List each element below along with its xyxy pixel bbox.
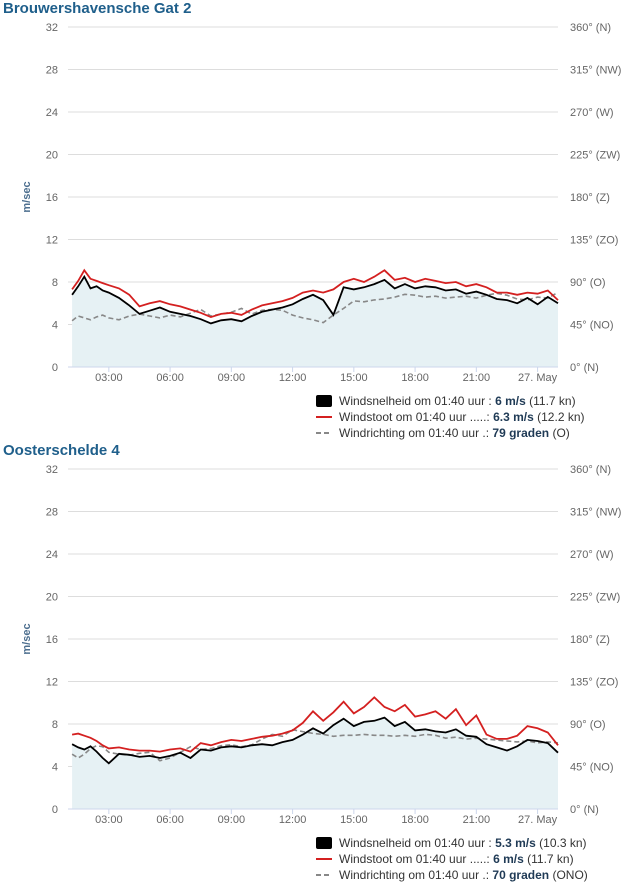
y-tick-label: 32 [46, 464, 58, 476]
x-tick-label: 15:00 [340, 372, 368, 384]
legend-value: 79 graden [492, 426, 550, 440]
x-tick-label: 18:00 [401, 814, 429, 826]
y2-tick-label: 0° (N) [570, 804, 599, 816]
legend-value: 6.3 m/s [493, 410, 534, 424]
chart-brouwershavensche-gat-2: Brouwershavensche Gat 2 0 0° (N) 4 45° (NO)… [0, 0, 636, 442]
y2-tick-label: 225° (ZW) [570, 150, 620, 162]
y2-tick-label: 225° (ZW) [570, 592, 620, 604]
y-tick-label: 28 [46, 65, 58, 77]
x-tick-label: 06:00 [156, 814, 184, 826]
y2-tick-label: 360° (N) [570, 464, 611, 476]
y-tick-label: 4 [52, 320, 58, 332]
x-tick-label: 27. May [518, 814, 558, 826]
legend-swatch-area-icon [316, 837, 332, 849]
y-tick-label: 20 [46, 592, 58, 604]
y2-tick-label: 270° (W) [570, 107, 614, 119]
y-tick-label: 0 [52, 362, 58, 374]
legend-label: Windstoot om 01:40 uur .....: [339, 852, 490, 866]
y2-tick-label: 90° (O) [570, 277, 606, 289]
x-tick-label: 12:00 [279, 814, 307, 826]
x-tick-label: 06:00 [156, 372, 184, 384]
legend-swatch-dashed-icon [316, 874, 332, 876]
x-tick-label: 09:00 [218, 372, 246, 384]
series-line-windsnelheid [71, 274, 559, 325]
legend-label: Windsnelheid om 01:40 uur : [339, 836, 492, 850]
x-tick-label: 21:00 [463, 372, 491, 384]
legend-value: 5.3 m/s [495, 836, 536, 850]
y2-tick-label: 360° (N) [570, 22, 611, 34]
chart-legend: Windsnelheid om 01:40 uur : 5.3 m/s (10.… [314, 835, 636, 883]
x-tick-label: 09:00 [218, 814, 246, 826]
x-tick-label: 27. May [518, 372, 558, 384]
y-tick-label: 32 [46, 22, 58, 34]
series-line-windrichting [71, 291, 559, 324]
y2-tick-label: 135° (ZO) [570, 235, 618, 247]
y2-tick-label: 90° (O) [570, 719, 606, 731]
legend-swatch-area-icon [316, 395, 332, 407]
y-tick-label: 8 [52, 719, 58, 731]
chart-plot[interactable]: 0 0° (N) 4 45° (NO) 8 90° (O) 12 135° (ZO) 16 180… [0, 442, 636, 832]
legend-extra: (12.2 kn) [537, 410, 585, 424]
legend-swatch-line-icon [316, 858, 332, 860]
y-tick-label: 4 [52, 762, 58, 774]
series-line-windstoot [71, 696, 559, 753]
legend-value: 6 m/s [493, 852, 524, 866]
series-line-windstoot [71, 268, 559, 319]
legend-extra: (10.3 kn) [539, 836, 587, 850]
y-tick-label: 16 [46, 634, 58, 646]
y2-tick-label: 0° (N) [570, 362, 599, 374]
legend-value: 6 m/s [495, 394, 526, 408]
y-tick-label: 24 [46, 107, 58, 119]
y2-tick-label: 315° (NW) [570, 507, 621, 519]
y2-tick-label: 180° (Z) [570, 192, 610, 204]
y-axis-label: m/sec [21, 623, 33, 654]
y2-tick-label: 315° (NW) [570, 65, 621, 77]
x-tick-label: 21:00 [463, 814, 491, 826]
y2-tick-label: 45° (NO) [570, 762, 614, 774]
y2-tick-label: 45° (NO) [570, 320, 614, 332]
legend-label: Windstoot om 01:40 uur .....: [339, 410, 490, 424]
y-tick-label: 12 [46, 235, 58, 247]
legend-extra: (11.7 kn) [529, 394, 576, 408]
legend-label: Windsnelheid om 01:40 uur : [339, 394, 492, 408]
y-axis-label: m/sec [21, 181, 33, 212]
y-tick-label: 24 [46, 549, 58, 561]
legend-extra: (ONO) [552, 868, 588, 882]
series-line-windrichting [71, 728, 559, 762]
legend-swatch-line-icon [316, 416, 332, 418]
y-tick-label: 20 [46, 150, 58, 162]
y2-tick-label: 270° (W) [570, 549, 614, 561]
y-tick-label: 0 [52, 804, 58, 816]
legend-label: Windrichting om 01:40 uur .: [339, 868, 490, 882]
y-tick-label: 28 [46, 507, 58, 519]
y2-tick-label: 135° (ZO) [570, 677, 618, 689]
legend-extra: (11.7 kn) [527, 852, 574, 866]
series-area-windsnelheid [72, 276, 558, 367]
y-tick-label: 8 [52, 277, 58, 289]
series-area-windsnelheid [72, 717, 558, 809]
legend-label: Windrichting om 01:40 uur .: [339, 426, 490, 440]
x-tick-label: 15:00 [340, 814, 368, 826]
x-tick-label: 03:00 [95, 814, 123, 826]
legend-value: 70 graden [492, 868, 550, 882]
x-tick-label: 12:00 [279, 372, 307, 384]
series-line-windsnelheid [71, 716, 559, 765]
chart-legend: Windsnelheid om 01:40 uur : 6 m/s (11.7 … [314, 393, 636, 441]
chart-oosterschelde-4: Oosterschelde 4 0 0° (N) 4 45° (NO) 8 90° (O)… [0, 442, 636, 885]
y-tick-label: 16 [46, 192, 58, 204]
x-tick-label: 03:00 [95, 372, 123, 384]
chart-plot[interactable]: 0 0° (N) 4 45° (NO) 8 90° (O) 12 135° (ZO) 16 180… [0, 0, 636, 390]
legend-extra: (O) [552, 426, 570, 440]
legend-swatch-dashed-icon [316, 432, 332, 434]
x-tick-label: 18:00 [401, 372, 429, 384]
y2-tick-label: 180° (Z) [570, 634, 610, 646]
chart-title: Oosterschelde 4 [3, 442, 120, 459]
chart-title: Brouwershavensche Gat 2 [3, 0, 192, 17]
y-tick-label: 12 [46, 677, 58, 689]
